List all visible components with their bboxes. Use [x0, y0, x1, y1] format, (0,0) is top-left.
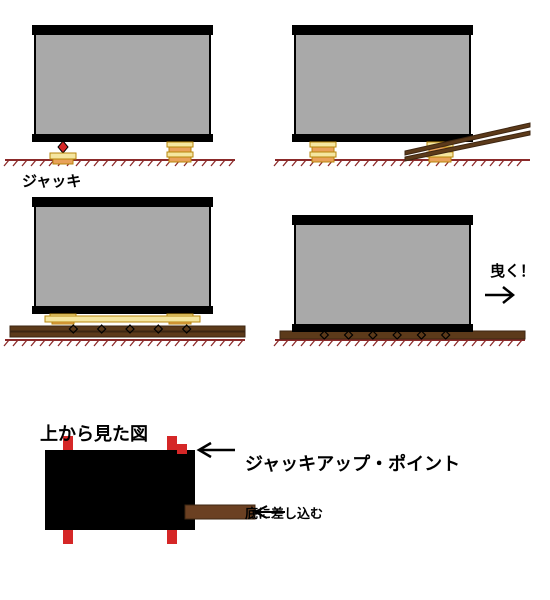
insert-label: 底に差し込む [245, 503, 323, 522]
pull-label: 曳く！ [490, 260, 535, 281]
jack-label: ジャッキ [22, 170, 81, 191]
topview-title: 上から見た図 [40, 420, 148, 446]
jack-point-label: ジャッキアップ・ポイント [245, 450, 460, 476]
